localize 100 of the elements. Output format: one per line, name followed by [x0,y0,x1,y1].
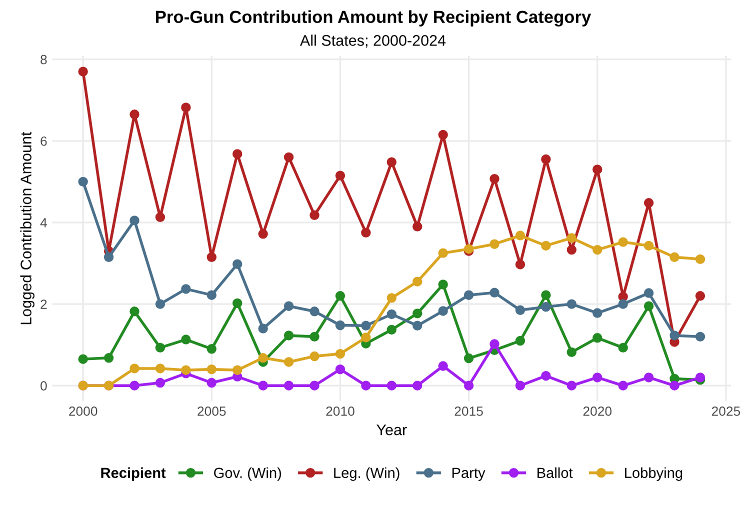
point [695,291,706,301]
point [464,353,474,364]
point [438,280,448,290]
point [232,298,242,308]
point [515,260,526,270]
point [618,237,628,247]
chart-title: Pro-Gun Contribution Amount by Recipient Category [156,10,592,27]
point [335,364,346,374]
point [592,372,602,382]
point [284,330,294,340]
point [181,334,191,344]
point [335,348,346,359]
point [464,380,474,390]
point [412,308,422,318]
point [566,380,577,390]
point [490,339,500,349]
point [284,301,294,311]
point [386,157,397,167]
point [541,370,551,381]
x-tick-label: 2015 [454,406,483,416]
point [541,302,551,312]
point [232,149,242,159]
point [310,380,320,390]
point [670,330,680,340]
point [104,353,114,363]
legend-title: Recipient [101,467,166,481]
point [412,276,422,286]
legend-label: Gov. (Win) [214,467,282,481]
point [78,176,88,187]
point [206,364,217,374]
point [206,252,217,262]
point [541,240,551,251]
point [386,293,397,303]
point [78,354,88,364]
point [155,299,166,309]
legend-label: Lobbying [625,467,682,481]
x-tick-label: 2020 [583,406,612,416]
point [232,259,242,269]
point [206,290,217,300]
point [566,244,577,255]
point [284,380,294,390]
point [130,216,140,226]
y-tick-label: 2 [40,300,47,309]
point [155,342,166,353]
point [206,378,217,388]
point [541,290,551,300]
point [644,198,654,208]
point [130,364,140,374]
point [310,210,320,220]
point [515,336,526,346]
point [515,305,526,316]
point [386,309,397,320]
point [670,252,680,262]
y-tick-label: 0 [40,381,47,391]
point [438,361,448,371]
point [361,332,371,342]
point [412,222,422,232]
point [644,372,654,382]
point [566,299,577,309]
point [695,372,706,382]
point [490,288,500,298]
legend-label: Ballot [538,467,573,478]
point [695,254,706,264]
point [464,290,474,300]
point [670,380,680,390]
y-tick-label: 8 [40,54,47,64]
point [515,380,526,390]
point [361,380,371,390]
point [490,174,500,184]
x-tick-label: 2010 [326,406,354,416]
point [618,342,628,353]
point [361,228,371,238]
point [335,291,346,301]
point [258,324,268,334]
point [592,333,602,343]
point [490,239,500,249]
point [335,320,346,330]
y-axis-title: Logged Contribution Amount [20,132,34,324]
point [438,306,448,316]
point [592,164,602,174]
point [592,308,602,318]
point [181,284,191,294]
point [644,301,654,311]
point [310,332,320,342]
point [412,380,422,390]
point [284,152,294,162]
point [181,365,191,375]
x-axis-title: Year [376,424,407,436]
x-tick-label: 2025 [712,406,740,416]
point [335,170,346,180]
point [181,102,191,112]
point [566,233,577,243]
point [130,110,140,120]
point [386,380,397,390]
point [78,66,88,76]
point [155,364,166,374]
point [130,306,140,316]
point [644,288,654,298]
point [130,380,140,390]
point [258,353,268,363]
